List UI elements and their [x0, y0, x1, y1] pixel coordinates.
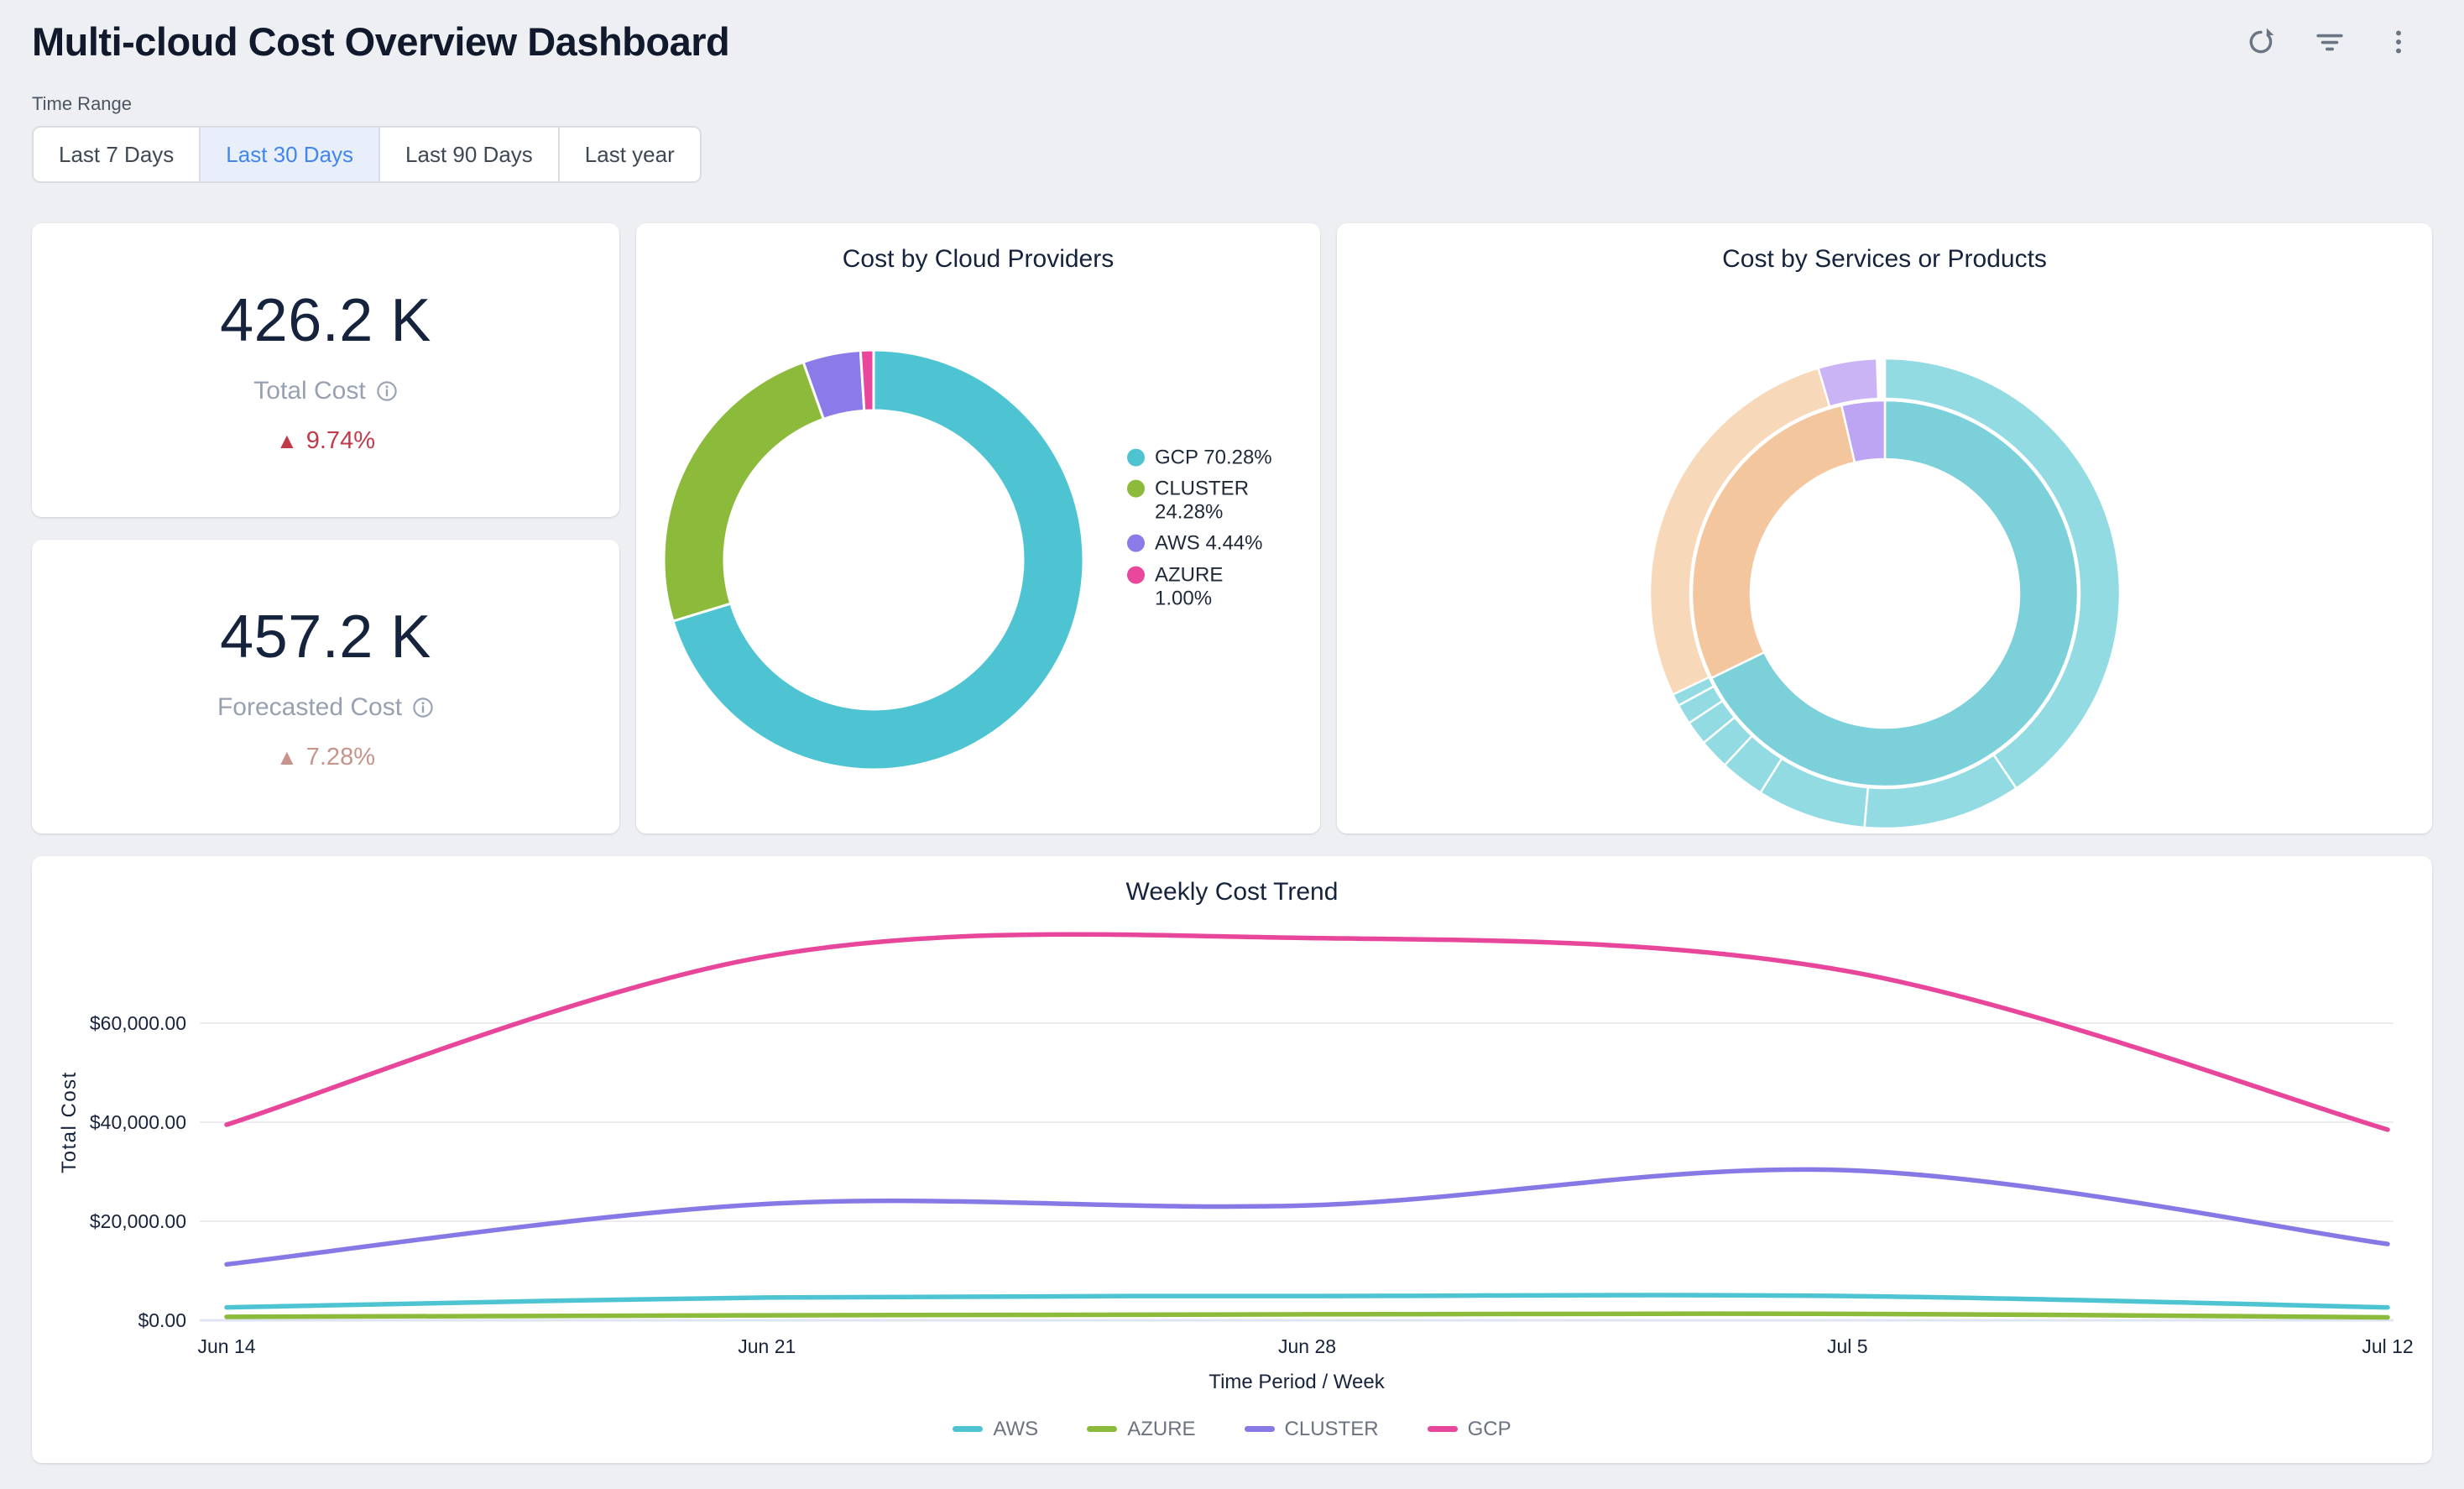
- filter-button[interactable]: [2315, 27, 2345, 57]
- y-axis-title: Total Cost: [58, 1071, 81, 1173]
- header-actions: [2246, 27, 2432, 57]
- x-tick-label: Jun 28: [1278, 1335, 1336, 1357]
- y-tick-label: $20,000.00: [90, 1210, 186, 1232]
- legend-label: AWS 4.44%: [1155, 532, 1263, 555]
- more-options-button[interactable]: [2383, 27, 2414, 57]
- trend-legend-item-cluster[interactable]: CLUSTER: [1244, 1417, 1379, 1441]
- legend-label: AZURE 1.00%: [1155, 563, 1224, 610]
- kebab-menu-icon: [2396, 29, 2401, 54]
- filter-icon: [2316, 34, 2343, 50]
- total-cost-delta-value: 9.74%: [305, 426, 375, 454]
- legend-label: CLUSTER 24.28%: [1155, 477, 1250, 524]
- sunburst-outer-segment-9[interactable]: [1816, 357, 1880, 409]
- trend-chart-legend: AWS AZURE CLUSTER GCP: [32, 1418, 2432, 1441]
- x-axis-title: Time Period / Week: [1209, 1371, 1385, 1393]
- time-range-label: Time Range: [32, 93, 133, 114]
- refresh-button[interactable]: [2246, 27, 2276, 57]
- services-sunburst-chart[interactable]: [1337, 223, 2432, 833]
- forecasted-cost-label-row: Forecasted Cost: [217, 693, 434, 722]
- forecasted-cost-delta: ▲ 7.28%: [276, 744, 375, 771]
- providers-donut-chart[interactable]: [636, 223, 1320, 833]
- y-tick-label: $40,000.00: [90, 1111, 186, 1133]
- sunburst-inner-segment-0[interactable]: [1710, 399, 2080, 788]
- trend-line-aws[interactable]: [224, 1293, 2390, 1310]
- total-cost-label: Total Cost: [253, 376, 366, 405]
- total-cost-card: 426.2 K Total Cost ▲ 9.74%: [32, 223, 619, 517]
- info-icon[interactable]: [412, 697, 434, 718]
- total-cost-label-row: Total Cost: [253, 377, 397, 405]
- info-icon[interactable]: [376, 380, 398, 402]
- donut-segment-azure[interactable]: [859, 348, 875, 412]
- forecasted-cost-label: Forecasted Cost: [217, 692, 403, 721]
- providers-chart-title: Cost by Cloud Providers: [842, 245, 1115, 273]
- total-cost-value: 426.2 K: [220, 286, 431, 354]
- x-tick-label: Jun 14: [197, 1335, 255, 1357]
- time-range-option-last-year[interactable]: Last year: [557, 128, 700, 181]
- legend-line-icon: [953, 1426, 984, 1433]
- x-tick-label: Jul 12: [2362, 1335, 2413, 1357]
- trend-legend-item-gcp[interactable]: GCP: [1427, 1417, 1511, 1441]
- total-cost-delta: ▲ 9.74%: [276, 427, 375, 455]
- time-range-option-last-90-days[interactable]: Last 90 Days: [378, 128, 558, 181]
- legend-line-icon: [1087, 1426, 1118, 1433]
- legend-item-gcp[interactable]: GCP 70.28%: [1127, 446, 1282, 469]
- legend-item-aws[interactable]: AWS 4.44%: [1127, 532, 1282, 556]
- providers-chart-legend: GCP 70.28% CLUSTER 24.28% AWS 4.44% AZURE 1…: [1127, 446, 1282, 611]
- sunburst-inner-segment-1[interactable]: [1690, 404, 1856, 680]
- legend-label: AWS: [993, 1417, 1039, 1440]
- cost-by-services-card: Cost by Services or Products: [1337, 223, 2432, 833]
- legend-label: AZURE: [1127, 1417, 1196, 1440]
- header: Multi-cloud Cost Overview Dashboard: [32, 0, 2432, 65]
- cards-row: 426.2 K Total Cost ▲ 9.74% 457.2 K: [32, 223, 2432, 833]
- sunburst-inner-segment-2[interactable]: [1840, 399, 1887, 464]
- legend-dot-icon: [1127, 535, 1145, 552]
- time-range-option-last-30-days[interactable]: Last 30 Days: [199, 128, 379, 181]
- legend-item-azure[interactable]: AZURE 1.00%: [1127, 563, 1282, 611]
- legend-line-icon: [1427, 1426, 1458, 1433]
- trend-up-icon: ▲: [276, 427, 298, 453]
- x-tick-label: Jul 5: [1827, 1335, 1868, 1357]
- forecasted-cost-delta-value: 7.28%: [305, 743, 375, 771]
- services-chart-title: Cost by Services or Products: [1722, 245, 2047, 273]
- y-tick-label: $60,000.00: [90, 1012, 186, 1034]
- time-range-group: Last 7 Days Last 30 Days Last 90 Days Last …: [32, 126, 702, 183]
- page-title: Multi-cloud Cost Overview Dashboard: [32, 19, 730, 64]
- trend-line-cluster[interactable]: [224, 1167, 2390, 1267]
- weekly-cost-trend-chart[interactable]: $0.00 $20,000.00 $40,000.00 $60,000.00 Jun 1…: [32, 856, 2432, 1463]
- legend-dot-icon: [1127, 448, 1145, 467]
- sunburst-outer-segment-0[interactable]: [1883, 357, 2122, 790]
- legend-item-cluster[interactable]: CLUSTER 24.28%: [1127, 477, 1282, 525]
- forecasted-cost-card: 457.2 K Forecasted Cost ▲ 7.28%: [32, 540, 619, 833]
- trend-line-gcp[interactable]: [224, 932, 2390, 1132]
- legend-label: CLUSTER: [1284, 1417, 1379, 1440]
- legend-line-icon: [1244, 1426, 1275, 1433]
- donut-segment-cluster[interactable]: [662, 360, 826, 623]
- trend-legend-item-aws[interactable]: AWS: [953, 1418, 1038, 1441]
- donut-segment-gcp[interactable]: [671, 348, 1085, 771]
- legend-label: GCP 70.28%: [1155, 446, 1272, 469]
- refresh-icon: [2249, 28, 2274, 53]
- legend-dot-icon: [1127, 479, 1145, 498]
- legend-dot-icon: [1127, 566, 1145, 584]
- trend-chart-title: Weekly Cost Trend: [1125, 878, 1339, 906]
- time-range-option-last-7-days[interactable]: Last 7 Days: [34, 128, 200, 181]
- weekly-cost-trend-card: Weekly Cost Trend $0.00 $20,000.00 $40,000…: [32, 856, 2432, 1463]
- legend-label: GCP: [1467, 1417, 1511, 1440]
- trend-up-icon: ▲: [276, 744, 298, 770]
- x-tick-label: Jun 21: [738, 1335, 796, 1357]
- trend-line-azure[interactable]: [224, 1311, 2390, 1320]
- forecasted-cost-value: 457.2 K: [220, 603, 431, 671]
- kpi-column: 426.2 K Total Cost ▲ 9.74% 457.2 K: [32, 223, 619, 833]
- y-tick-label: $0.00: [138, 1309, 186, 1331]
- cost-by-cloud-providers-card: Cost by Cloud Providers GCP 70.28% CLUSTE…: [636, 223, 1320, 833]
- trend-legend-item-azure[interactable]: AZURE: [1087, 1417, 1196, 1441]
